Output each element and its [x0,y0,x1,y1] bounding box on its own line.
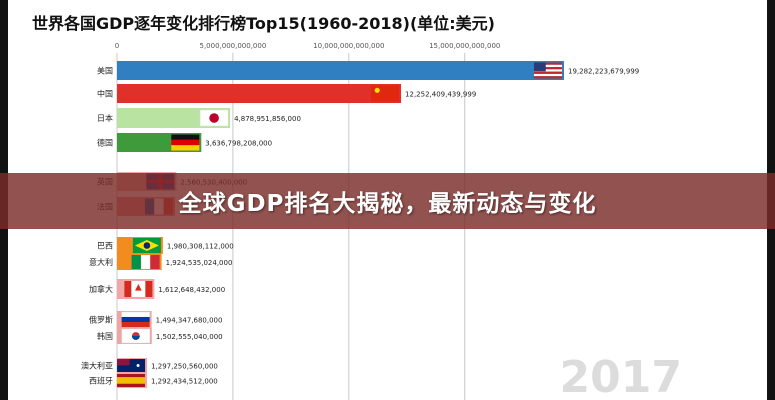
flag-kr-icon [121,328,151,344]
value-label-0: 19,282,223,679,999 [568,68,639,76]
bar-row-1: 中国 12,252,409,439,999 [97,84,476,103]
value-label-1: 12,252,409,439,999 [405,91,476,99]
flag-ru-icon [121,311,150,327]
flag-it-icon [131,255,160,269]
country-label-1: 中国 [97,89,113,99]
value-label-3: 3,636,798,208,000 [205,140,272,148]
country-label-7: 意大利 [89,257,113,267]
flag-us-icon [534,62,562,79]
chart-title: 世界各国GDP逐年变化排行榜Top15(1960-2018)(单位:美元) [32,14,495,33]
bar-row-12: 西班牙 1,292,434,512,000 [89,373,218,388]
bar-row-3: 德国 3,636,798,208,000 [97,133,272,152]
country-label-9: 俄罗斯 [89,315,113,325]
value-label-6: 1,980,308,112,000 [167,243,234,251]
country-label-11: 澳大利亚 [81,361,113,371]
country-label-10: 韩国 [97,331,113,341]
year-label: 2017 [560,352,682,400]
x-tick-label-1: 5,000,000,000,000 [200,42,267,50]
value-label-10: 1,502,555,040,000 [156,333,223,341]
value-label-8: 1,612,648,432,000 [158,286,225,294]
x-axis-ticks: 0 5,000,000,000,000 10,000,000,000,000 15,0… [115,42,501,50]
x-tick-label-2: 10,000,000,000,000 [313,42,384,50]
country-label-6: 巴西 [97,242,113,251]
flag-au-icon [117,359,146,372]
country-label-12: 西班牙 [89,376,113,386]
bar-row-9: 俄罗斯 1,494,347,680,000 [89,311,222,328]
flag-es-icon [116,374,145,387]
country-label-3: 德国 [97,138,113,148]
bar-1 [117,84,402,103]
country-label-0: 美国 [97,66,113,76]
bar-row-11: 澳大利亚 1,297,250,560,000 [81,358,218,373]
bar-row-6: 巴西 1,980,308,112,000 [97,237,234,254]
x-tick-label-0: 0 [115,42,119,50]
flag-cn-icon [371,85,400,102]
banner-text: 全球GDP排名大揭秘，最新动态与变化 [178,191,597,217]
value-label-9: 1,494,347,680,000 [156,317,223,325]
bar-0 [117,61,564,80]
flag-jp-icon [199,109,229,127]
flag-br-icon [132,238,161,253]
value-label-7: 1,924,535,024,000 [166,259,233,267]
overlay-banner: 全球GDP排名大揭秘，最新动态与变化 [0,173,775,229]
bar-row-7: 意大利 1,924,535,024,000 [89,254,232,270]
value-label-11: 1,297,250,560,000 [151,363,218,371]
flag-de-icon [171,134,200,151]
bar-row-8: 加拿大 1,612,648,432,000 [89,279,225,299]
bar-row-0: 美国 19,282,223,679,999 [97,61,639,80]
country-label-2: 日本 [97,113,113,123]
value-label-2: 4,878,951,856,000 [234,115,301,123]
x-tick-label-3: 15,000,000,000,000 [429,42,500,50]
bar-row-10: 韩国 1,502,555,040,000 [97,328,223,344]
flag-ca-icon [124,281,153,297]
value-label-12: 1,292,434,512,000 [151,378,218,386]
bar-row-2: 日本 4,878,951,856,000 [97,108,301,128]
country-label-8: 加拿大 [89,284,113,294]
